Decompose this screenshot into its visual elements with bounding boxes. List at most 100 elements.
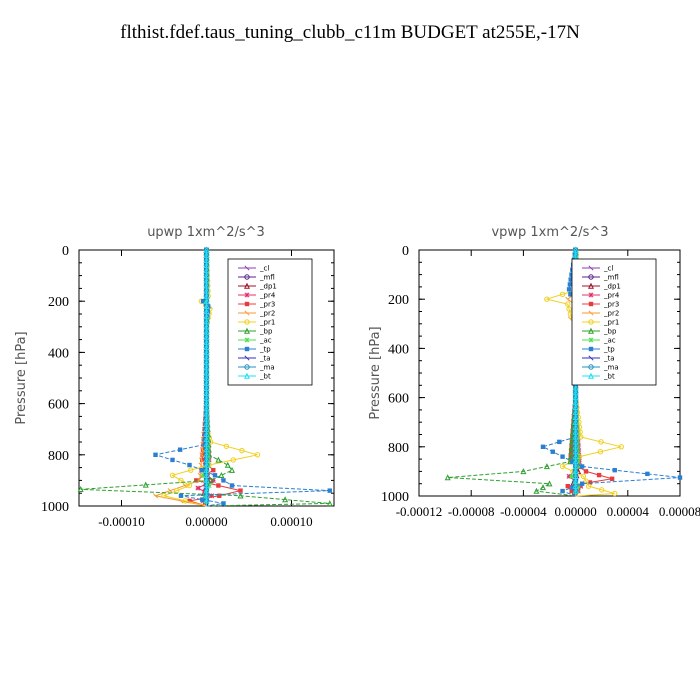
data-point (244, 346, 250, 352)
data-point (200, 457, 205, 463)
data-point (567, 453, 574, 460)
data-point (612, 467, 617, 473)
data-point (618, 444, 624, 450)
data-point (568, 448, 575, 455)
data-point (533, 487, 540, 494)
data-point (200, 472, 206, 478)
data-point (194, 478, 199, 483)
data-point (572, 487, 579, 494)
data-point (580, 473, 587, 480)
data-point (569, 488, 574, 494)
data-point (569, 444, 574, 449)
data-point (221, 501, 226, 506)
legend-entry: _ac (259, 337, 272, 345)
data-point (588, 319, 594, 325)
data-point (200, 497, 205, 502)
data-point (609, 476, 615, 481)
y-tick-label: 600 (388, 392, 409, 407)
data-point (588, 265, 594, 271)
legend-entry: _bp (603, 328, 617, 336)
legend-entry: _pr2 (603, 310, 619, 318)
data-point (218, 471, 225, 478)
data-point (200, 467, 205, 473)
data-point (200, 299, 206, 304)
data-point (228, 466, 236, 473)
data-point (187, 498, 192, 504)
data-point (544, 296, 550, 302)
data-point (588, 274, 594, 280)
legend: _cl_mfl_dp1_pr4_pr3_pr2_pr1_bp_ac_tp_ta_… (227, 258, 313, 386)
data-point (244, 310, 250, 316)
data-point (167, 488, 173, 494)
data-point (216, 483, 221, 488)
y-tick-label: 200 (388, 293, 409, 308)
panel-title: vpwp 1xm^2/s^3 (491, 225, 608, 240)
data-point (177, 447, 183, 452)
x-tick-label: 0.00010 (270, 514, 312, 529)
data-point (244, 292, 250, 298)
data-point (567, 282, 573, 287)
legend: _cl_mfl_dp1_pr4_pr3_pr2_pr1_bp_ac_tp_ta_… (571, 258, 657, 386)
data-point (153, 452, 158, 457)
data-point (197, 477, 203, 483)
data-point (543, 463, 550, 470)
legend-entry: _pr1 (603, 319, 619, 327)
legend-entry: _mfl (603, 274, 619, 282)
data-point (282, 496, 289, 503)
data-point (588, 364, 594, 370)
data-point (243, 372, 251, 379)
data-point (239, 447, 245, 454)
data-point (203, 497, 210, 504)
data-point (570, 485, 575, 490)
y-tick-label: 800 (388, 441, 409, 456)
data-point (568, 277, 573, 282)
legend-entry: _pr4 (603, 292, 620, 300)
data-point (587, 282, 595, 289)
data-point (612, 490, 618, 497)
data-point (587, 480, 593, 485)
data-point (565, 301, 571, 307)
data-point (540, 444, 546, 449)
data-point (546, 480, 553, 487)
data-point (566, 473, 572, 479)
data-point (568, 443, 575, 450)
x-tick-label: 0.00000 (185, 514, 227, 529)
legend-entry: _ac (603, 337, 616, 345)
data-point (188, 467, 194, 473)
y-tick-label: 0 (62, 244, 69, 259)
data-point (569, 272, 574, 277)
data-point (229, 483, 235, 488)
legend-entry: _dp1 (603, 283, 621, 291)
data-point (520, 468, 527, 475)
x-tick-label: -0.00004 (500, 504, 547, 519)
data-point (588, 301, 594, 307)
x-tick-label: -0.00010 (98, 514, 145, 529)
data-point (212, 473, 218, 478)
data-point (597, 449, 604, 455)
y-tick-label: 800 (48, 449, 69, 464)
data-point (178, 493, 184, 498)
legend-entry: _dp1 (259, 283, 277, 291)
data-point (568, 292, 573, 297)
data-point (557, 439, 562, 445)
data-point (244, 319, 250, 325)
legend-entry: _pr4 (259, 292, 276, 300)
legend-entry: _ta (603, 355, 615, 363)
data-point (178, 477, 184, 484)
data-point (186, 482, 193, 489)
data-point (598, 439, 604, 445)
y-axis-label: Pressure [hPa] (14, 331, 29, 424)
legend-entry: _pr3 (603, 301, 619, 309)
data-point (244, 265, 250, 271)
data-point (230, 457, 236, 463)
data-point (170, 457, 175, 463)
x-tick-label: 0.00000 (554, 504, 596, 519)
data-point (585, 483, 592, 489)
data-point (205, 462, 211, 468)
x-tick-label: 0.00004 (607, 504, 650, 519)
data-point (677, 475, 683, 480)
data-point (243, 327, 251, 334)
data-point (182, 498, 188, 504)
x-tick-label: 0.00008 (659, 504, 700, 519)
